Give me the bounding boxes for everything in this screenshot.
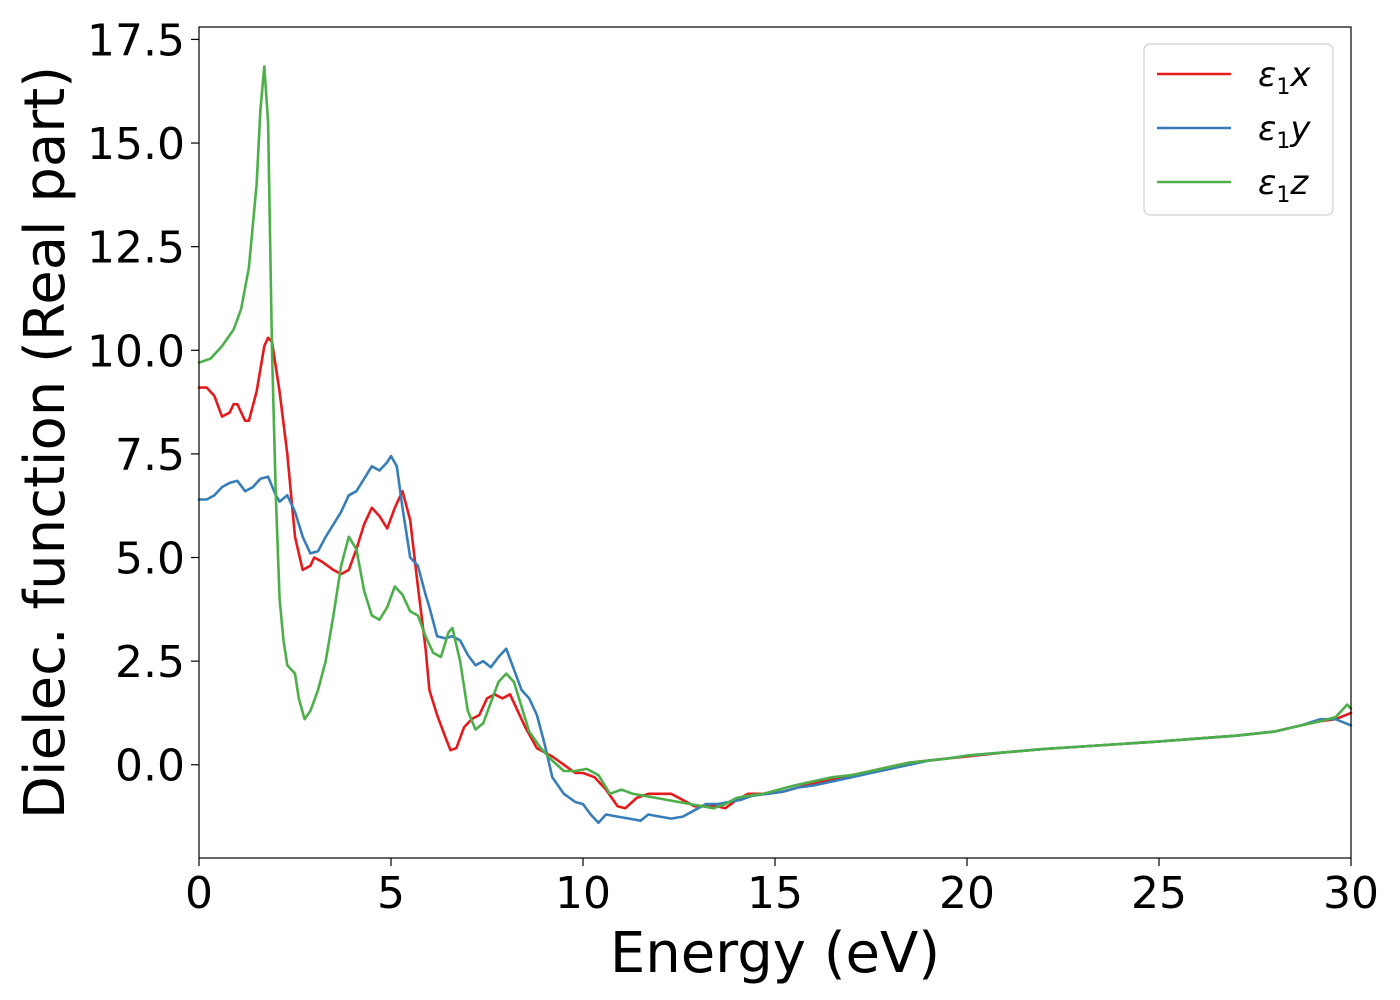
legend-symbol: ε (1258, 55, 1276, 95)
x-tick-label: 25 (1131, 868, 1187, 919)
legend-variable: z (1289, 163, 1309, 203)
y-tick-label: 12.5 (87, 223, 185, 274)
y-axis-ticks: 0.0 2.5 5.0 7.5 10.0 12.5 15.0 17.5 (87, 15, 199, 792)
legend-subscript: 1 (1276, 129, 1290, 154)
legend-label-y: ε1y (1258, 109, 1311, 154)
x-tick-label: 5 (377, 868, 405, 919)
legend-symbol: ε (1258, 163, 1276, 203)
legend-label-z: ε1z (1258, 163, 1309, 208)
x-tick-label: 10 (555, 868, 611, 919)
legend-label-x: ε1x (1258, 55, 1311, 100)
series-layer (197, 65, 1353, 825)
legend-subscript: 1 (1276, 75, 1290, 100)
y-tick-label: 17.5 (87, 15, 185, 66)
series-line-y (197, 454, 1353, 825)
series-line-z (197, 65, 1353, 810)
legend-box (1143, 43, 1334, 216)
y-tick-label: 0.0 (115, 741, 185, 792)
y-tick-label: 2.5 (115, 637, 185, 688)
x-tick-label: 30 (1323, 868, 1379, 919)
legend-variable: x (1289, 55, 1311, 95)
x-tick-label: 15 (747, 868, 803, 919)
x-tick-label: 20 (939, 868, 995, 919)
x-axis-ticks: 0 5 10 15 20 25 30 (185, 858, 1379, 919)
legend-variable: y (1289, 109, 1311, 149)
y-tick-label: 10.0 (87, 326, 185, 377)
series-line-x (197, 336, 1353, 810)
x-axis-title: Energy (eV) (610, 921, 940, 986)
y-tick-label: 15.0 (87, 119, 185, 170)
y-tick-label: 7.5 (115, 430, 185, 481)
y-axis-title: Dielec. function (Real part) (13, 66, 78, 819)
x-tick-label: 0 (185, 868, 213, 919)
legend-symbol: ε (1258, 109, 1276, 149)
y-tick-label: 5.0 (115, 534, 185, 585)
legend-subscript: 1 (1276, 183, 1290, 208)
